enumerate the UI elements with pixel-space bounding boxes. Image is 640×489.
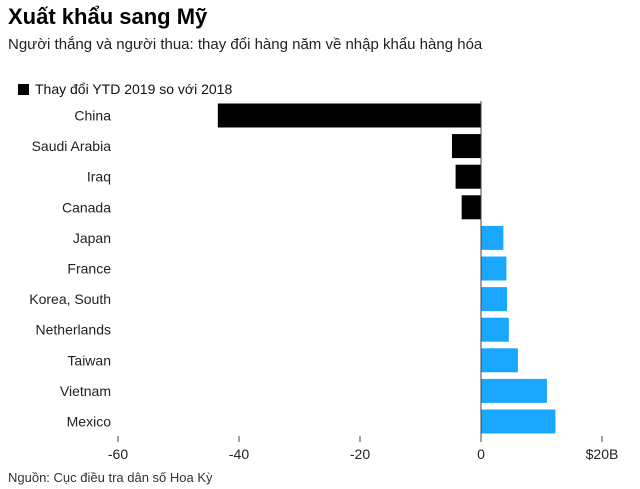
x-tick-label: -60 — [108, 446, 128, 462]
x-tick-label: $20B — [586, 446, 619, 462]
bar-vietnam — [481, 378, 547, 403]
bar-netherlands — [481, 317, 509, 342]
category-label: France — [67, 261, 111, 277]
category-label: Vietnam — [60, 383, 111, 399]
category-label: Canada — [62, 199, 111, 215]
source-note: Nguồn: Cục điều tra dân số Hoa Kỳ — [8, 470, 213, 485]
chart-title: Xuất khẩu sang Mỹ — [8, 4, 208, 29]
bar-taiwan — [481, 348, 518, 373]
chart-legend: Thay đổi YTD 2019 so với 2018 — [18, 81, 232, 97]
bar-japan — [481, 225, 504, 250]
category-label: Taiwan — [67, 352, 111, 368]
legend-label: Thay đổi YTD 2019 so với 2018 — [35, 81, 233, 97]
bar-mexico — [481, 409, 556, 434]
category-label: Japan — [73, 230, 111, 246]
category-label: Netherlands — [36, 322, 112, 338]
legend-swatch — [18, 83, 29, 95]
category-label: Korea, South — [29, 291, 111, 307]
category-label: Mexico — [67, 414, 112, 430]
category-label: Saudi Arabia — [32, 138, 112, 154]
category-label: China — [74, 108, 111, 124]
x-tick-label: 0 — [477, 446, 485, 462]
x-tick-label: -40 — [229, 446, 249, 462]
bar-chart: China Saudi Arabia Iraq Canada Japan France Ko… — [29, 101, 619, 462]
bar-saudi-arabia — [451, 134, 481, 159]
bar-france — [481, 256, 507, 281]
x-tick-label: -20 — [350, 446, 370, 462]
bar-iraq — [455, 164, 481, 189]
bar-canada — [461, 195, 481, 220]
chart-subtitle: Người thắng và người thua: thay đổi hàng… — [8, 36, 483, 53]
bar-korea-south — [481, 287, 508, 312]
bar-china — [217, 103, 481, 128]
category-label: Iraq — [87, 169, 111, 185]
